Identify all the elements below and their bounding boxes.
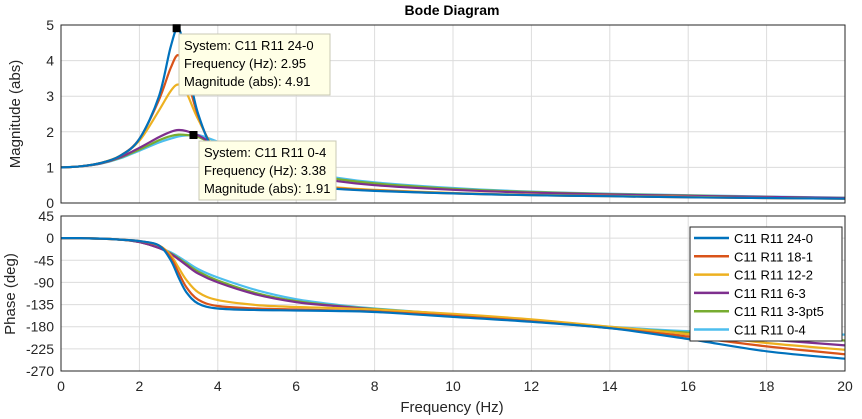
x-tick-label: 4 xyxy=(214,378,222,394)
phase-axis-label: Phase (deg) xyxy=(2,253,19,335)
data-tip-line: System: C11 R11 0-4 xyxy=(204,145,326,160)
y-tick-label: -90 xyxy=(34,274,54,290)
data-tip-line: System: C11 R11 24-0 xyxy=(184,38,314,53)
magnitude-axes-box xyxy=(60,24,846,204)
chart-title: Bode Diagram xyxy=(405,2,500,18)
data-tip-box[interactable] xyxy=(198,140,337,201)
phase-series-line xyxy=(61,236,846,360)
data-tip-line: Magnitude (abs): 4.91 xyxy=(184,74,310,89)
x-tick-label: 16 xyxy=(680,378,696,394)
x-tick-label: 20 xyxy=(837,378,853,394)
legend-label: C11 R11 12-2 xyxy=(734,268,813,283)
frequency-axis-label: Frequency (Hz) xyxy=(400,399,503,416)
frequency-tick-labels: 0 2 4 6 8 10 12 14 16 18 20 xyxy=(57,378,853,394)
x-tick-label: 10 xyxy=(445,378,461,394)
y-tick-label: 4 xyxy=(46,53,54,69)
legend[interactable]: C11 R11 24-0 C11 R11 18-1 C11 R11 12-2 C11 … xyxy=(689,226,843,342)
legend-label: C11 R11 0-4 xyxy=(734,323,806,338)
x-tick-label: 0 xyxy=(57,378,65,394)
y-tick-label: -180 xyxy=(26,319,54,335)
data-tip-line: Frequency (Hz): 3.38 xyxy=(204,163,326,178)
phase-axes-box xyxy=(60,215,846,372)
x-tick-label: 14 xyxy=(602,378,618,394)
legend-label: C11 R11 24-0 xyxy=(734,231,813,246)
data-tip-line: Frequency (Hz): 2.95 xyxy=(184,56,306,71)
phase-tick-labels: 45 0 -45 -90 -135 -180 -225 -270 xyxy=(26,208,54,379)
y-tick-label: 45 xyxy=(38,208,54,224)
magnitude-tick-labels: 0 1 2 3 4 5 xyxy=(46,17,54,211)
y-tick-label: 2 xyxy=(46,124,54,140)
y-tick-label: 0 xyxy=(46,230,54,246)
x-tick-label: 8 xyxy=(371,378,379,394)
y-tick-label: -270 xyxy=(26,363,54,379)
legend-label: C11 R11 3-3pt5 xyxy=(734,304,824,319)
data-tip-marker[interactable] xyxy=(189,131,198,140)
y-tick-label: 0 xyxy=(46,195,54,211)
data-tips[interactable]: System: C11 R11 24-0 Frequency (Hz): 2.95… xyxy=(172,24,337,201)
data-tip-line: Magnitude (abs): 1.91 xyxy=(204,181,330,196)
legend-label: C11 R11 18-1 xyxy=(734,249,813,264)
legend-label: C11 R11 6-3 xyxy=(734,286,806,301)
y-tick-label: 1 xyxy=(46,159,54,175)
y-tick-label: 5 xyxy=(46,17,54,33)
x-tick-label: 2 xyxy=(136,378,144,394)
data-tip-marker[interactable] xyxy=(172,24,181,33)
y-tick-label: -45 xyxy=(34,252,54,268)
y-tick-label: 3 xyxy=(46,88,54,104)
x-tick-label: 18 xyxy=(759,378,775,394)
phase-lines xyxy=(61,236,846,360)
y-tick-label: -135 xyxy=(26,297,54,313)
legend-box xyxy=(689,226,843,342)
data-tip-box[interactable] xyxy=(178,33,331,96)
x-tick-label: 12 xyxy=(524,378,540,394)
y-tick-label: -225 xyxy=(26,341,54,357)
magnitude-axis-label: Magnitude (abs) xyxy=(7,60,24,168)
x-tick-label: 6 xyxy=(292,378,300,394)
